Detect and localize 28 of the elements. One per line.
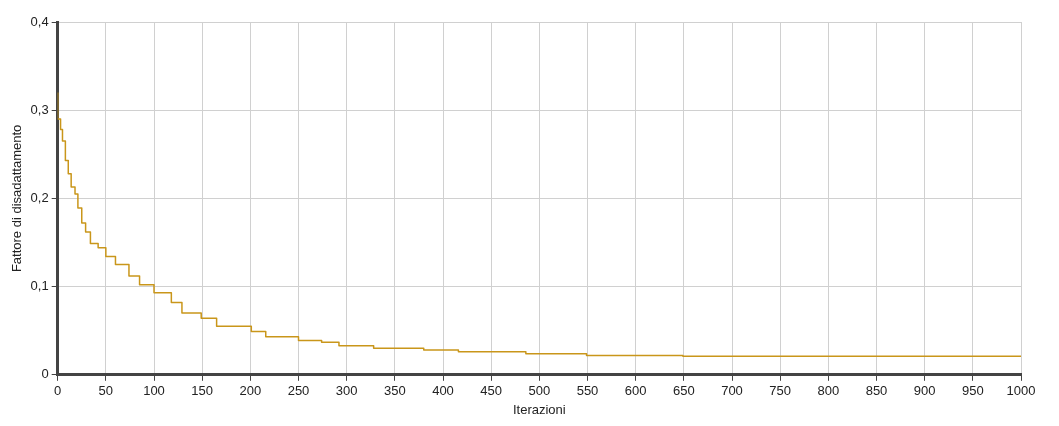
x-tick-label: 50 — [98, 383, 114, 399]
y-tick-label: 0,3 — [30, 101, 49, 117]
y-tick-label: 0,2 — [30, 189, 49, 205]
x-tick-label: 950 — [961, 383, 984, 399]
x-tick-label: 1000 — [1006, 383, 1036, 399]
x-tick-label: 350 — [383, 383, 406, 399]
x-tick-label: 550 — [576, 383, 599, 399]
y-tick-label: 0,1 — [30, 278, 49, 294]
x-tick-label: 450 — [480, 383, 503, 399]
x-tick-label: 200 — [239, 383, 262, 399]
x-tick-label: 300 — [335, 383, 358, 399]
x-tick-label: 250 — [287, 383, 310, 399]
x-tick-label: 850 — [865, 383, 888, 399]
x-tick-label: 0 — [54, 383, 62, 399]
x-tick-label: 900 — [913, 383, 936, 399]
x-tick-label: 650 — [672, 383, 695, 399]
y-tick-label: 0 — [41, 366, 49, 382]
x-tick-label: 500 — [528, 383, 551, 399]
y-tick-label: 0,4 — [30, 13, 49, 29]
x-axis-title: Iterazioni — [512, 401, 566, 417]
x-tick-label: 600 — [624, 383, 647, 399]
x-tick-label: 750 — [769, 383, 792, 399]
x-tick-label: 800 — [817, 383, 840, 399]
x-tick-label: 400 — [432, 383, 454, 399]
x-tick-label: 700 — [721, 383, 743, 399]
y-axis-title: Fattore di disadattamento — [9, 124, 25, 273]
x-tick-label: 150 — [191, 383, 214, 399]
x-tick-label: 100 — [143, 383, 165, 399]
